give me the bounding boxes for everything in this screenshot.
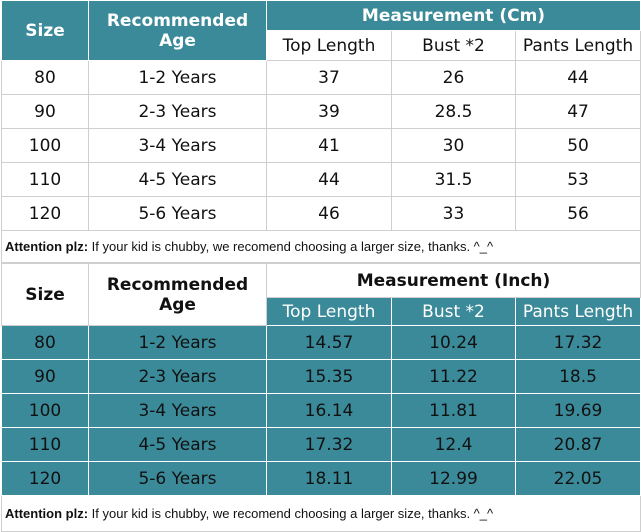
age-header: Recommended Age <box>88 263 267 326</box>
cell: 53 <box>514 162 641 197</box>
cell: 3-4 Years <box>88 393 267 428</box>
data-row: 120 5-6 Years 46 33 56 <box>1 196 641 231</box>
column-header: Pants Length <box>514 30 641 61</box>
cell: 16.14 <box>266 393 392 428</box>
cell: 28.5 <box>391 94 516 129</box>
data-row: 120 5-6 Years 18.11 12.99 22.05 <box>1 461 641 496</box>
cell: 44 <box>266 162 392 197</box>
cell: 90 <box>1 94 89 129</box>
cell: 2-3 Years <box>88 359 267 394</box>
cell: 44 <box>514 60 641 95</box>
note: Attention plz: If your kid is chubby, we… <box>0 495 641 532</box>
note-row: Attention plz: If your kid is chubby, we… <box>0 230 641 263</box>
cell: 3-4 Years <box>88 128 267 163</box>
cell: 39 <box>266 94 392 129</box>
cell: 19.69 <box>514 393 641 428</box>
age-header: Recommended Age <box>88 0 267 61</box>
data-row: 80 1-2 Years 14.57 10.24 17.32 <box>1 325 641 360</box>
cell: 26 <box>391 60 516 95</box>
data-row: 100 3-4 Years 16.14 11.81 19.69 <box>1 393 641 428</box>
cell: 33 <box>391 196 516 231</box>
column-header: Bust *2 <box>391 297 516 326</box>
cell: 18.5 <box>514 359 641 394</box>
cell: 110 <box>1 162 89 197</box>
note-text: If your kid is chubby, we recomend choos… <box>91 239 494 254</box>
cell: 20.87 <box>514 427 641 462</box>
cell: 2-3 Years <box>88 94 267 129</box>
cell: 17.32 <box>514 325 641 360</box>
cell: 15.35 <box>266 359 392 394</box>
cell: 80 <box>1 325 89 360</box>
cell: 11.81 <box>391 393 516 428</box>
cell: 17.32 <box>266 427 392 462</box>
cell: 50 <box>514 128 641 163</box>
column-header: Pants Length <box>514 297 641 326</box>
cell: 37 <box>266 60 392 95</box>
cell: 12.4 <box>391 427 516 462</box>
data-row: 110 4-5 Years 17.32 12.4 20.87 <box>1 427 641 462</box>
note-label: Attention plz: <box>5 506 89 521</box>
cell: 30 <box>391 128 516 163</box>
cell: 5-6 Years <box>88 196 267 231</box>
header-row: Size Recommended Age Measurement (Cm) <box>1 0 641 61</box>
cell: 110 <box>1 427 89 462</box>
cell: 22.05 <box>514 461 641 496</box>
cell: 80 <box>1 60 89 95</box>
cell: 11.22 <box>391 359 516 394</box>
group-header: Measurement (Inch) <box>265 263 641 298</box>
cell: 100 <box>1 393 89 428</box>
size-table: Size Recommended Age Measurement (Cm) Top L… <box>0 0 641 263</box>
note-label: Attention plz: <box>5 239 89 254</box>
cell: 5-6 Years <box>88 461 267 496</box>
cell: 100 <box>1 128 89 163</box>
data-row: 80 1-2 Years 37 26 44 <box>1 60 641 95</box>
cell: 4-5 Years <box>88 162 267 197</box>
cell: 10.24 <box>391 325 516 360</box>
data-row: 90 2-3 Years 39 28.5 47 <box>1 94 641 129</box>
data-row: 90 2-3 Years 15.35 11.22 18.5 <box>1 359 641 394</box>
size-header: Size <box>1 263 89 326</box>
cell: 31.5 <box>391 162 516 197</box>
column-header: Top Length <box>266 30 392 61</box>
group-header: Measurement (Cm) <box>265 0 641 31</box>
data-row: 100 3-4 Years 41 30 50 <box>1 128 641 163</box>
header-row: Size Recommended Age Measurement (Inch) <box>1 263 641 326</box>
cell: 12.99 <box>391 461 516 496</box>
cell: 47 <box>514 94 641 129</box>
data-row: 110 4-5 Years 44 31.5 53 <box>1 162 641 197</box>
column-header: Bust *2 <box>391 30 516 61</box>
subheader-row: Top Length Bust *2 Pants Length <box>2 297 641 326</box>
column-header: Top Length <box>266 297 392 326</box>
note-row: Attention plz: If your kid is chubby, we… <box>0 495 641 532</box>
cell: 14.57 <box>266 325 392 360</box>
cell: 1-2 Years <box>88 60 267 95</box>
cell: 41 <box>266 128 392 163</box>
size-table: Size Recommended Age Measurement (Inch) Top… <box>0 263 641 532</box>
note-text: If your kid is chubby, we recomend choos… <box>91 506 494 521</box>
cell: 1-2 Years <box>88 325 267 360</box>
cell: 4-5 Years <box>88 427 267 462</box>
cell: 90 <box>1 359 89 394</box>
subheader-row: Top Length Bust *2 Pants Length <box>2 30 641 61</box>
note: Attention plz: If your kid is chubby, we… <box>0 230 641 263</box>
cell: 46 <box>266 196 392 231</box>
cell: 18.11 <box>266 461 392 496</box>
cell: 120 <box>1 461 89 496</box>
cell: 56 <box>514 196 641 231</box>
cell: 120 <box>1 196 89 231</box>
size-header: Size <box>1 0 89 61</box>
